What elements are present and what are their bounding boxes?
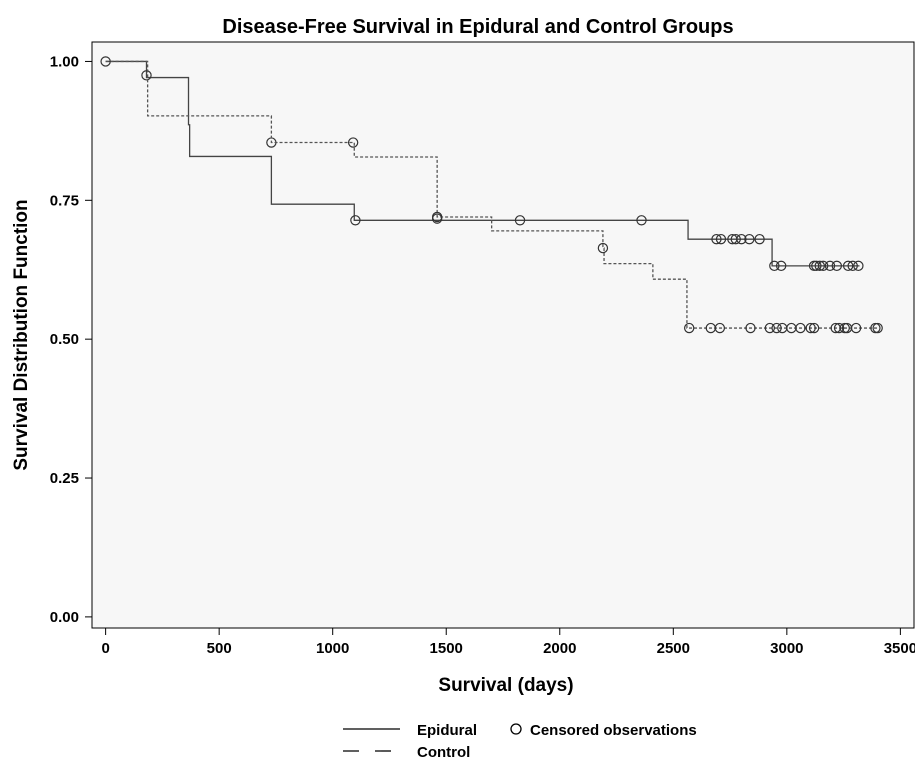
epidural-censored-marker <box>350 215 361 226</box>
x-tick-label: 0 <box>101 640 109 657</box>
y-axis: 0.00 0.25 0.50 0.75 1.00 <box>50 53 92 626</box>
control-censored-marker <box>347 137 359 148</box>
x-tick-label: 2000 <box>543 640 576 657</box>
control-censored-marker <box>683 322 695 334</box>
y-tick-label: 0.75 <box>50 192 79 209</box>
x-axis-label: Survival (days) <box>438 675 573 696</box>
epidural-censored-marker <box>831 260 842 272</box>
epidural-censored-marker <box>769 260 780 272</box>
epidural-censored-marker <box>775 260 787 272</box>
epidural-censored-marker <box>730 233 741 245</box>
x-tick-label: 1000 <box>316 640 349 657</box>
legend-censored-marker <box>510 723 522 735</box>
control-censored-marker <box>872 322 883 334</box>
epidural-censored-marker <box>814 260 825 272</box>
epidural-censored-marker <box>736 233 747 245</box>
y-tick-label: 1.00 <box>50 53 79 70</box>
y-axis-label: Survival Distribution Function <box>11 199 32 470</box>
epidural-survival-line <box>105 60 860 267</box>
epidural-censored-marker <box>715 233 727 245</box>
x-tick-label: 3500 <box>884 640 915 657</box>
x-axis: 0 500 1000 1500 2000 2500 3000 3500 <box>101 628 915 657</box>
epidural-censored-marker <box>711 233 722 245</box>
epidural-censored-marker <box>811 260 822 272</box>
control-censored-marker <box>745 322 756 334</box>
control-censored-marker <box>764 322 776 334</box>
series-layer <box>100 56 883 334</box>
epidural-censored-marker <box>141 70 152 81</box>
legend-epidural-label: Epidural <box>417 722 477 739</box>
control-censored-marker <box>597 242 609 254</box>
plot-area <box>91 41 915 629</box>
control-censored-marker <box>795 322 806 334</box>
epidural-censored-marker <box>817 260 829 272</box>
control-censored-marker <box>771 322 782 334</box>
y-tick-label: 0.00 <box>50 609 79 626</box>
x-tick-label: 2500 <box>657 640 690 657</box>
control-censored-marker <box>714 322 726 334</box>
control-censored-marker <box>833 322 845 334</box>
legend-control-label: Control <box>417 744 470 760</box>
x-tick-label: 500 <box>207 640 232 657</box>
epidural-censored-marker <box>847 260 858 272</box>
y-tick-label: 0.25 <box>50 470 79 487</box>
y-tick-label: 0.50 <box>50 331 79 348</box>
control-censored-marker <box>850 322 862 334</box>
epidural-censored-marker <box>754 233 765 245</box>
control-censored-marker <box>431 211 443 223</box>
epidural-censored-marker <box>824 260 836 272</box>
epidural-censored-marker <box>636 215 647 226</box>
control-survival-line <box>105 60 878 329</box>
control-censored-marker <box>805 322 816 334</box>
epidural-censored-marker <box>853 260 864 272</box>
epidural-censored-marker <box>842 260 854 272</box>
control-censored-marker <box>808 322 820 334</box>
legend-censored-label: Censored observations <box>530 722 697 739</box>
chart-title: Disease-Free Survival in Epidural and Co… <box>222 16 733 38</box>
epidural-censored-marker <box>744 233 755 245</box>
x-tick-label: 1500 <box>430 640 463 657</box>
x-tick-label: 3000 <box>770 640 803 657</box>
epidural-censored-marker <box>100 56 111 67</box>
legend: Epidural Censored observations Control <box>343 722 697 760</box>
control-censored-marker <box>514 215 526 226</box>
